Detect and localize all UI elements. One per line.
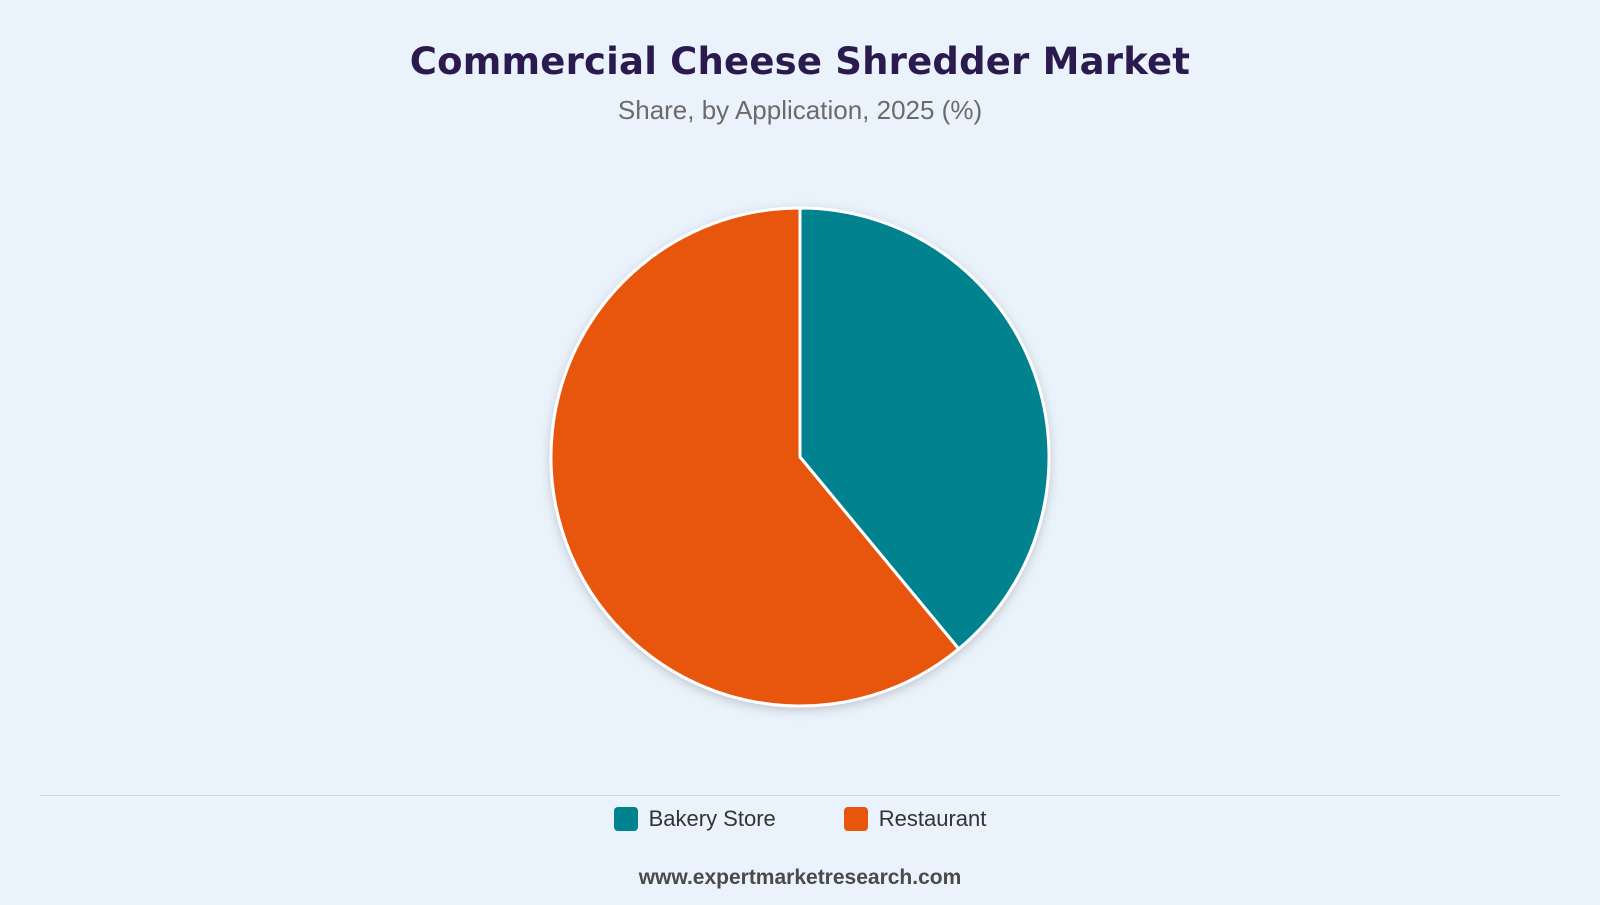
legend-label-bakery-store: Bakery Store: [648, 806, 776, 831]
legend-item-bakery-store: Bakery Store: [613, 806, 776, 832]
legend-swatch-bakery-store: [613, 807, 638, 831]
legend-divider: [40, 795, 1560, 796]
legend-swatch-restaurant: [843, 807, 868, 831]
pie-slice-restaurant: [549, 206, 961, 708]
chart-legend: Bakery Store Restaurant: [0, 806, 1600, 832]
source-url: www.expertmarketresearch.com: [638, 866, 962, 889]
chart-title: Commercial Cheese Shredder Market: [409, 40, 1191, 83]
pie-slice-bakery-store: [798, 206, 1051, 651]
legend-label-restaurant: Restaurant: [878, 806, 987, 831]
legend-item-restaurant: Restaurant: [843, 806, 987, 832]
chart-subtitle: Share, by Application, 2025 (%): [617, 95, 983, 125]
